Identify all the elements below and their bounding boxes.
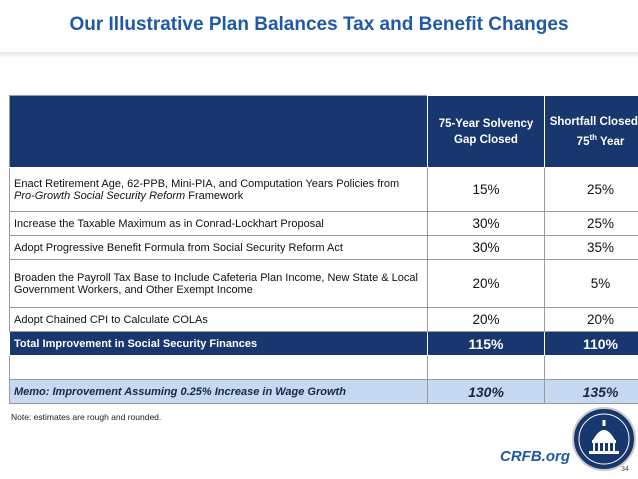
value-cell: 25% [544, 167, 638, 212]
header-cell [9, 95, 428, 168]
value-cell: 30% [427, 235, 545, 260]
total-label: Total Improvement in Social Security Fin… [9, 331, 428, 356]
row-label: Adopt Chained CPI to Calculate COLAs [9, 307, 428, 332]
empty-cell [544, 355, 638, 380]
empty-cell [427, 355, 545, 380]
value-cell: 5% [544, 259, 638, 308]
slide-title: Our Illustrative Plan Balances Tax and B… [69, 14, 569, 35]
header-sup: th [589, 132, 598, 142]
header-cell: 75-Year Solvency Gap Closed [427, 95, 545, 168]
memo-value: 130% [427, 379, 545, 404]
value-cell: 20% [427, 307, 545, 332]
row-label: Increase the Taxable Maximum as in Conra… [9, 211, 428, 236]
logo [572, 407, 636, 471]
label-text: Increase the Taxable Maximum as in Conra… [14, 217, 324, 230]
label-text: Enact Retirement Age, 62-PPB, Mini-PIA, … [14, 177, 400, 190]
header-row: 75-Year Solvency Gap Closed Shortfall Clo… [9, 95, 638, 168]
site-link: CRFB.org [500, 448, 570, 465]
label-text: Broaden the Payroll Tax Base to Include … [14, 271, 418, 296]
memo-label: Memo: Improvement Assuming 0.25% Increas… [9, 379, 428, 404]
row-label: Adopt Progressive Benefit Formula from S… [9, 235, 428, 260]
data-table: 75-Year Solvency Gap Closed Shortfall Clo… [9, 95, 638, 404]
label-text: Adopt Chained CPI to Calculate COLAs [14, 313, 208, 326]
total-row: Total Improvement in Social Security Fin… [9, 331, 638, 356]
memo-row: Memo: Improvement Assuming 0.25% Increas… [9, 379, 638, 404]
note: Note: estimates are rough and rounded. [11, 412, 162, 422]
table-row: Broaden the Payroll Tax Base to Include … [9, 259, 638, 308]
row-label: Broaden the Payroll Tax Base to Include … [9, 259, 428, 308]
table-row: Adopt Progressive Benefit Formula from S… [9, 235, 638, 260]
header-text: Shortfall Closed in 75 [549, 115, 638, 148]
label-text: Framework [185, 189, 244, 202]
spacer-row [9, 355, 638, 380]
value-cell: 15% [427, 167, 545, 212]
header-cell: Shortfall Closed in 75th Year [544, 95, 638, 168]
value-cell: 25% [544, 211, 638, 236]
label-text: Pro-Growth Social Security Reform [14, 189, 186, 202]
label-text: Adopt Progressive Benefit Formula from S… [14, 241, 343, 254]
value-cell: 35% [544, 235, 638, 260]
row-label: Enact Retirement Age, 62-PPB, Mini-PIA, … [9, 167, 428, 212]
empty-cell [9, 355, 428, 380]
value-cell: 30% [427, 211, 545, 236]
table-row: Adopt Chained CPI to Calculate COLAs 20% 2… [9, 307, 638, 332]
title-rule [0, 52, 638, 58]
page-number: 34 [621, 466, 629, 473]
header-text: Year [597, 135, 625, 148]
table-row: Increase the Taxable Maximum as in Conra… [9, 211, 638, 236]
total-value: 115% [427, 331, 545, 356]
table-row: Enact Retirement Age, 62-PPB, Mini-PIA, … [9, 167, 638, 212]
value-cell: 20% [544, 307, 638, 332]
total-value: 110% [544, 331, 638, 356]
memo-value: 135% [544, 379, 638, 404]
value-cell: 20% [427, 259, 545, 308]
